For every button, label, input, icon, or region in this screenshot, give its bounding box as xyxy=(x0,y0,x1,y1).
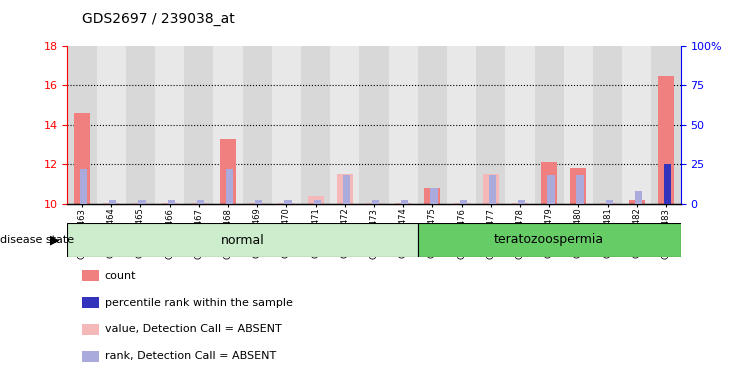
Bar xyxy=(564,46,593,204)
Text: value, Detection Call = ABSENT: value, Detection Call = ABSENT xyxy=(105,324,281,334)
Bar xyxy=(67,46,96,204)
Bar xyxy=(307,196,324,204)
Bar xyxy=(424,188,441,204)
Bar xyxy=(80,169,88,204)
Text: ▶: ▶ xyxy=(50,233,60,247)
Bar xyxy=(343,175,350,204)
Bar xyxy=(162,202,177,204)
Bar xyxy=(278,202,295,204)
Bar xyxy=(453,202,470,204)
FancyBboxPatch shape xyxy=(418,223,681,257)
Text: disease state: disease state xyxy=(0,235,74,245)
Bar xyxy=(184,46,213,204)
Bar xyxy=(366,202,382,204)
Bar xyxy=(389,46,418,204)
Bar xyxy=(506,46,535,204)
Bar xyxy=(313,200,321,204)
Bar xyxy=(103,202,119,204)
Bar xyxy=(447,46,476,204)
Bar xyxy=(74,113,90,204)
Bar xyxy=(372,200,379,204)
Bar xyxy=(337,174,353,204)
FancyBboxPatch shape xyxy=(67,223,418,257)
Bar xyxy=(401,200,408,204)
Bar xyxy=(96,46,126,204)
Bar xyxy=(330,46,359,204)
Bar xyxy=(359,46,389,204)
Text: normal: normal xyxy=(221,233,265,247)
Bar xyxy=(459,200,467,204)
Bar xyxy=(512,202,528,204)
Bar xyxy=(197,200,204,204)
Bar xyxy=(109,200,117,204)
Bar xyxy=(577,175,583,204)
Bar xyxy=(518,200,525,204)
Bar xyxy=(155,46,184,204)
Bar xyxy=(132,202,148,204)
Bar xyxy=(126,46,155,204)
Bar xyxy=(606,200,613,204)
Text: rank, Detection Call = ABSENT: rank, Detection Call = ABSENT xyxy=(105,351,276,361)
Bar xyxy=(593,46,622,204)
Bar xyxy=(213,46,242,204)
Bar xyxy=(430,188,438,204)
Bar xyxy=(395,202,411,204)
Bar xyxy=(191,202,206,204)
Bar xyxy=(652,46,681,204)
Bar xyxy=(600,202,616,204)
Bar xyxy=(284,200,292,204)
Bar xyxy=(418,46,447,204)
Bar xyxy=(635,191,642,204)
Bar xyxy=(226,169,233,204)
Text: GDS2697 / 239038_at: GDS2697 / 239038_at xyxy=(82,12,235,25)
Bar xyxy=(255,200,263,204)
Bar xyxy=(242,46,272,204)
Bar xyxy=(220,139,236,204)
Bar xyxy=(535,46,564,204)
Bar xyxy=(482,174,499,204)
Bar xyxy=(488,175,496,204)
Bar xyxy=(138,200,146,204)
Bar xyxy=(249,202,266,204)
Bar xyxy=(629,200,645,204)
Bar xyxy=(542,162,557,204)
Bar xyxy=(301,46,330,204)
Text: percentile rank within the sample: percentile rank within the sample xyxy=(105,298,292,308)
Bar xyxy=(622,46,652,204)
Bar xyxy=(168,200,175,204)
Text: count: count xyxy=(105,271,136,281)
Bar xyxy=(571,168,586,204)
Bar xyxy=(476,46,506,204)
Bar xyxy=(272,46,301,204)
Bar xyxy=(658,76,674,204)
Text: teratozoospermia: teratozoospermia xyxy=(494,233,604,247)
Bar xyxy=(548,175,554,204)
Bar xyxy=(664,164,672,204)
